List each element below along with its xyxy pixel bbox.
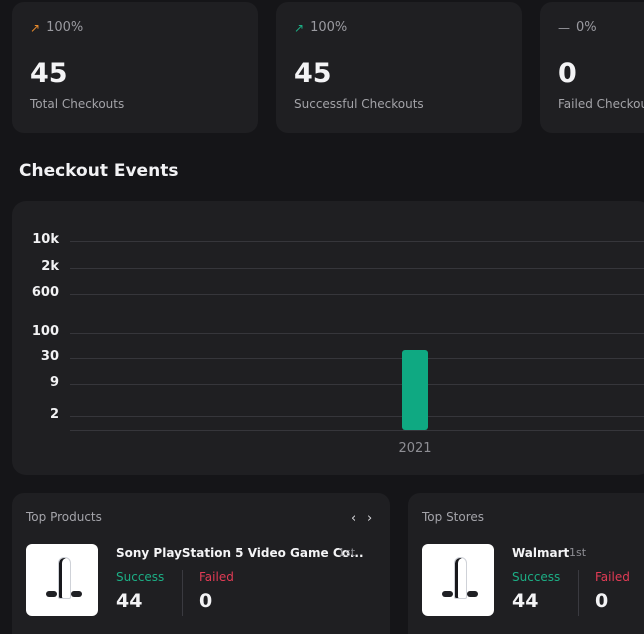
failed-count: 0 (595, 590, 609, 612)
store-product-image (422, 544, 494, 616)
top-products-card: Top Products ‹ › Sony PlayStation 5 Vide… (12, 493, 390, 634)
baseline (70, 430, 644, 431)
controller-image (46, 591, 57, 597)
playstation-console-image (454, 557, 467, 599)
chart-bar[interactable] (402, 349, 428, 430)
y-tick-label: 2k (41, 259, 59, 274)
y-tick-label: 9 (49, 375, 59, 390)
arrow-up-right-icon: ↗ (30, 20, 41, 35)
stat-label: Successful Checkouts (294, 97, 424, 111)
x-tick-label: 2021 (398, 441, 432, 456)
top-stores-title: Top Stores (422, 510, 485, 524)
y-tick-label: 2 (49, 407, 59, 422)
stat-trend: ↗ 100% (294, 20, 347, 35)
stat-card-total-checkouts: ↗ 100% 45 Total Checkouts (12, 2, 258, 133)
product-rank: 1st (338, 546, 356, 559)
stat-card-successful-checkouts: ↗ 100% 45 Successful Checkouts (276, 2, 522, 133)
prev-icon[interactable]: ‹ (351, 511, 357, 526)
stat-value: 45 (294, 58, 332, 89)
gridline (70, 384, 644, 385)
top-stores-card: Top Stores Walmart 1st Success 44 Failed… (408, 493, 644, 634)
stat-value: 45 (30, 58, 68, 89)
stat-label: Total Checkouts (30, 97, 125, 111)
playstation-console-image (58, 557, 71, 599)
stat-trend-value: 100% (310, 20, 348, 35)
gridline (70, 358, 644, 359)
y-tick-label: 10k (32, 232, 59, 247)
stat-trend: — 0% (558, 20, 597, 35)
stat-trend-value: 100% (46, 20, 84, 35)
top-products-title: Top Products (26, 510, 102, 524)
store-name[interactable]: Walmart (512, 546, 570, 560)
controller-image (442, 591, 453, 597)
section-title-checkout-events: Checkout Events (19, 161, 179, 181)
success-count: 44 (116, 590, 143, 612)
chart-grid (70, 201, 644, 475)
success-count: 44 (512, 590, 539, 612)
divider (182, 570, 183, 616)
failed-count: 0 (199, 590, 213, 612)
x-axis: 2021 (12, 201, 644, 475)
product-name[interactable]: Sony PlayStation 5 Video Game Co... (116, 546, 364, 560)
success-label: Success (116, 570, 165, 584)
controller-image (467, 591, 478, 597)
failed-label: Failed (199, 570, 234, 584)
gridline (70, 333, 644, 334)
gridline (70, 416, 644, 417)
stat-label: Failed Checkouts (558, 97, 644, 111)
success-label: Success (512, 570, 561, 584)
arrow-up-right-icon: ↗ (294, 20, 305, 35)
stat-value: 0 (558, 58, 577, 89)
stat-trend: ↗ 100% (30, 20, 83, 35)
failed-label: Failed (595, 570, 630, 584)
gridline (70, 268, 644, 269)
divider (578, 570, 579, 616)
gridline (70, 294, 644, 295)
stat-card-failed-checkouts: — 0% 0 Failed Checkouts (540, 2, 644, 133)
gridline (70, 241, 644, 242)
controller-image (71, 591, 82, 597)
store-rank: 1st (569, 546, 587, 559)
chart-bars[interactable] (12, 201, 644, 475)
y-axis: 10k 2k 600 100 30 9 2 (12, 201, 59, 475)
y-tick-label: 30 (40, 349, 59, 364)
product-image (26, 544, 98, 616)
checkout-events-chart: 10k 2k 600 100 30 9 2 2021 (12, 201, 644, 475)
stat-trend-value: 0% (576, 20, 597, 35)
y-tick-label: 100 (31, 324, 59, 339)
dash-icon: — (558, 20, 570, 35)
y-tick-label: 600 (31, 285, 59, 300)
next-icon[interactable]: › (367, 511, 373, 526)
